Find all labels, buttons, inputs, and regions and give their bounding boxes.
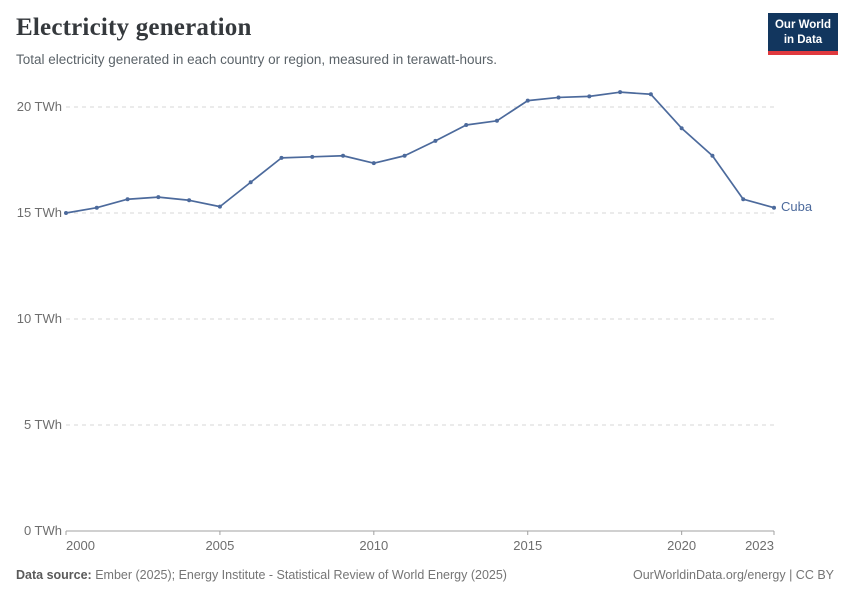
y-tick-label: 0 TWh — [23, 523, 62, 538]
data-source-label: Data source: — [16, 568, 92, 582]
data-point[interactable] — [125, 197, 130, 202]
data-point[interactable] — [279, 155, 284, 160]
y-tick-label: 10 TWh — [16, 311, 62, 326]
data-point[interactable] — [371, 161, 376, 166]
chart-footer: Data source: Ember (2025); Energy Instit… — [16, 568, 834, 582]
data-point[interactable] — [741, 197, 746, 202]
data-point[interactable] — [64, 211, 68, 215]
data-point[interactable] — [187, 198, 192, 203]
owid-credit-link[interactable]: OurWorldinData.org/energy | CC BY — [632, 568, 834, 582]
data-point[interactable] — [464, 123, 469, 128]
data-point[interactable] — [433, 138, 438, 143]
data-point[interactable] — [310, 154, 315, 159]
page-title: Electricity generation — [16, 14, 252, 41]
data-point[interactable] — [525, 98, 530, 103]
data-line-cuba[interactable] — [65, 91, 775, 214]
data-point[interactable] — [556, 95, 561, 100]
x-tick-label: 2020 — [667, 538, 697, 553]
series-end-label[interactable]: Cuba — [781, 198, 813, 214]
data-point[interactable] — [679, 126, 684, 131]
data-point[interactable] — [402, 153, 407, 158]
data-point[interactable] — [156, 195, 161, 200]
x-tick-label: 2015 — [513, 538, 543, 553]
data-point[interactable] — [772, 205, 776, 210]
chart-subtitle: Total electricity generated in each coun… — [16, 52, 497, 67]
data-point[interactable] — [618, 90, 623, 95]
data-point[interactable] — [341, 153, 346, 158]
x-tick-label: 2000 — [66, 538, 95, 553]
data-point[interactable] — [587, 94, 592, 99]
owid-logo-line2: in Data — [783, 33, 823, 46]
data-source: Data source: Ember (2025); Energy Instit… — [16, 568, 507, 582]
data-source-text: Ember (2025); Energy Institute - Statist… — [95, 568, 507, 582]
x-tick-label: 2023 — [745, 538, 774, 553]
y-tick-label: 20 TWh — [16, 99, 62, 114]
x-tick-label: 2010 — [359, 538, 389, 553]
data-point[interactable] — [494, 118, 499, 123]
data-point[interactable] — [248, 180, 253, 185]
y-tick-label: 15 TWh — [16, 205, 62, 220]
data-point[interactable] — [94, 205, 99, 210]
data-point[interactable] — [710, 153, 715, 158]
y-tick-label: 5 TWh — [23, 417, 62, 432]
data-point[interactable] — [648, 92, 653, 97]
owid-logo-line1: Our World — [774, 19, 831, 31]
owid-logo[interactable]: Our World in Data — [768, 13, 838, 56]
data-point[interactable] — [217, 204, 222, 209]
x-tick-label: 2005 — [205, 538, 235, 553]
